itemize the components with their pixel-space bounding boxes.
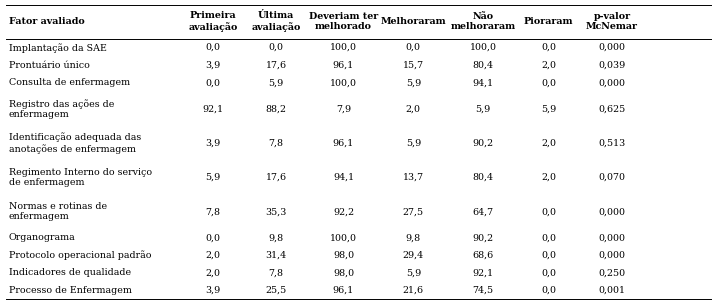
Text: 96,1: 96,1 bbox=[333, 61, 354, 70]
Text: 80,4: 80,4 bbox=[473, 173, 494, 182]
Text: 7,8: 7,8 bbox=[269, 268, 283, 278]
Text: 31,4: 31,4 bbox=[265, 251, 287, 260]
Text: 9,8: 9,8 bbox=[268, 233, 284, 242]
Text: 5,9: 5,9 bbox=[406, 268, 421, 278]
Text: 0,000: 0,000 bbox=[599, 251, 625, 260]
Text: 88,2: 88,2 bbox=[265, 104, 287, 113]
Text: 74,5: 74,5 bbox=[473, 286, 494, 295]
Text: 2,0: 2,0 bbox=[541, 61, 556, 70]
Text: 29,4: 29,4 bbox=[403, 251, 424, 260]
Text: 68,6: 68,6 bbox=[473, 251, 494, 260]
Text: 90,2: 90,2 bbox=[473, 139, 494, 148]
Text: 0,0: 0,0 bbox=[206, 233, 220, 242]
Text: Fator avaliado: Fator avaliado bbox=[9, 17, 85, 26]
Text: 96,1: 96,1 bbox=[333, 139, 354, 148]
Text: 0,0: 0,0 bbox=[541, 43, 556, 52]
Text: 15,7: 15,7 bbox=[403, 61, 424, 70]
Text: Consulta de enfermagem: Consulta de enfermagem bbox=[9, 78, 130, 88]
Text: 0,250: 0,250 bbox=[599, 268, 625, 278]
Text: 5,9: 5,9 bbox=[406, 139, 421, 148]
Text: 7,8: 7,8 bbox=[269, 139, 283, 148]
Text: 3,9: 3,9 bbox=[205, 61, 221, 70]
Text: 100,0: 100,0 bbox=[330, 233, 357, 242]
Text: Não
melhoraram: Não melhoraram bbox=[451, 12, 516, 31]
Text: 21,6: 21,6 bbox=[403, 286, 424, 295]
Text: 94,1: 94,1 bbox=[333, 173, 354, 182]
Text: 0,0: 0,0 bbox=[406, 43, 421, 52]
Text: 27,5: 27,5 bbox=[403, 207, 424, 216]
Text: Registro das ações de
enfermagem: Registro das ações de enfermagem bbox=[9, 99, 114, 119]
Text: 2,0: 2,0 bbox=[206, 268, 220, 278]
Text: 0,0: 0,0 bbox=[541, 251, 556, 260]
Text: 0,0: 0,0 bbox=[541, 78, 556, 88]
Text: 9,8: 9,8 bbox=[406, 233, 421, 242]
Text: Última
avaliação: Última avaliação bbox=[252, 12, 300, 32]
Text: 0,001: 0,001 bbox=[599, 286, 625, 295]
Text: 0,0: 0,0 bbox=[269, 43, 283, 52]
Text: 13,7: 13,7 bbox=[403, 173, 424, 182]
Text: 0,0: 0,0 bbox=[206, 78, 220, 88]
Text: 5,9: 5,9 bbox=[268, 78, 284, 88]
Text: 5,9: 5,9 bbox=[541, 104, 556, 113]
Text: 92,1: 92,1 bbox=[473, 268, 494, 278]
Text: Normas e rotinas de
enfermagem: Normas e rotinas de enfermagem bbox=[9, 202, 107, 221]
Text: 0,0: 0,0 bbox=[541, 268, 556, 278]
Text: Protocolo operacional padrão: Protocolo operacional padrão bbox=[9, 250, 151, 260]
Text: Deveriam ter
melhorado: Deveriam ter melhorado bbox=[309, 12, 378, 31]
Text: 5,9: 5,9 bbox=[406, 78, 421, 88]
Text: Processo de Enfermagem: Processo de Enfermagem bbox=[9, 286, 131, 295]
Text: 100,0: 100,0 bbox=[330, 43, 357, 52]
Text: 100,0: 100,0 bbox=[470, 43, 497, 52]
Text: 98,0: 98,0 bbox=[333, 268, 354, 278]
Text: 80,4: 80,4 bbox=[473, 61, 494, 70]
Text: 94,1: 94,1 bbox=[473, 78, 494, 88]
Text: 17,6: 17,6 bbox=[265, 173, 287, 182]
Text: 2,0: 2,0 bbox=[541, 173, 556, 182]
Text: 0,000: 0,000 bbox=[599, 78, 625, 88]
Text: Primeira
avaliação: Primeira avaliação bbox=[189, 12, 237, 32]
Text: 25,5: 25,5 bbox=[265, 286, 287, 295]
Text: Pioraram: Pioraram bbox=[523, 17, 574, 26]
Text: p-valor
McNemar: p-valor McNemar bbox=[586, 12, 638, 31]
Text: 92,2: 92,2 bbox=[333, 207, 354, 216]
Text: 2,0: 2,0 bbox=[541, 139, 556, 148]
Text: 17,6: 17,6 bbox=[265, 61, 287, 70]
Text: 5,9: 5,9 bbox=[475, 104, 491, 113]
Text: 0,000: 0,000 bbox=[599, 207, 625, 216]
Text: 64,7: 64,7 bbox=[473, 207, 494, 216]
Text: Regimento Interno do serviço
de enfermagem: Regimento Interno do serviço de enfermag… bbox=[9, 168, 152, 187]
Text: 5,9: 5,9 bbox=[205, 173, 221, 182]
Text: 0,625: 0,625 bbox=[598, 104, 626, 113]
Text: 7,9: 7,9 bbox=[336, 104, 351, 113]
Text: 35,3: 35,3 bbox=[265, 207, 287, 216]
Text: 0,039: 0,039 bbox=[598, 61, 626, 70]
Text: 3,9: 3,9 bbox=[205, 286, 221, 295]
Text: 0,000: 0,000 bbox=[599, 233, 625, 242]
Text: Prontuário único: Prontuário único bbox=[9, 61, 90, 70]
Text: Implantação da SAE: Implantação da SAE bbox=[9, 43, 107, 53]
Text: 3,9: 3,9 bbox=[205, 139, 221, 148]
Text: 2,0: 2,0 bbox=[206, 251, 220, 260]
Text: 0,0: 0,0 bbox=[206, 43, 220, 52]
Text: 2,0: 2,0 bbox=[406, 104, 421, 113]
Text: 0,070: 0,070 bbox=[599, 173, 625, 182]
Text: Identificação adequada das
anotações de enfermagem: Identificação adequada das anotações de … bbox=[9, 133, 141, 154]
Text: 96,1: 96,1 bbox=[333, 286, 354, 295]
Text: 92,1: 92,1 bbox=[202, 104, 224, 113]
Text: Melhoraram: Melhoraram bbox=[381, 17, 446, 26]
Text: 0,0: 0,0 bbox=[541, 233, 556, 242]
Text: 0,513: 0,513 bbox=[598, 139, 626, 148]
Text: 98,0: 98,0 bbox=[333, 251, 354, 260]
Text: Indicadores de qualidade: Indicadores de qualidade bbox=[9, 268, 130, 278]
Text: 100,0: 100,0 bbox=[330, 78, 357, 88]
Text: 7,8: 7,8 bbox=[206, 207, 220, 216]
Text: 0,0: 0,0 bbox=[541, 286, 556, 295]
Text: Organograma: Organograma bbox=[9, 233, 75, 242]
Text: 90,2: 90,2 bbox=[473, 233, 494, 242]
Text: 0,000: 0,000 bbox=[599, 43, 625, 52]
Text: 0,0: 0,0 bbox=[541, 207, 556, 216]
